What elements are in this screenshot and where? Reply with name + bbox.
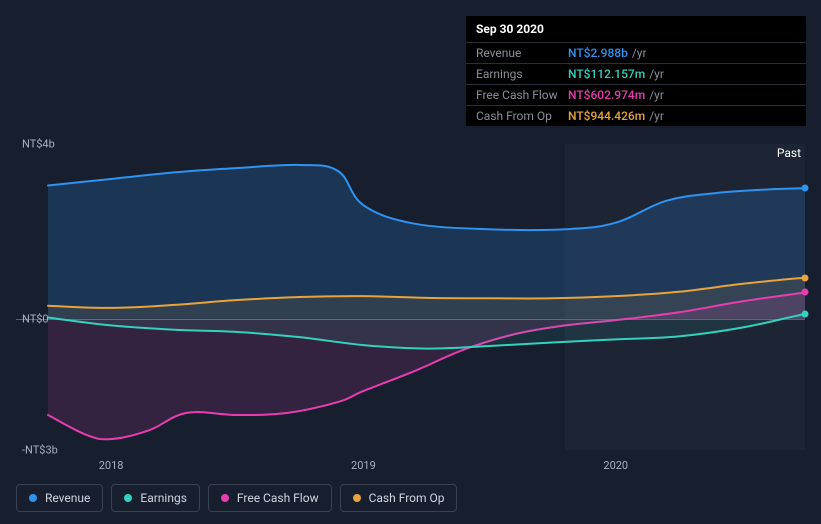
tooltip-unit: /yr — [649, 88, 664, 102]
tooltip-row-revenue: Revenue NT$2.988b /yr — [466, 42, 806, 63]
legend-item-earnings[interactable]: Earnings — [111, 484, 200, 512]
tooltip-label: Revenue — [476, 46, 568, 60]
series-end-dot — [802, 310, 809, 317]
legend-label: Earnings — [140, 491, 187, 505]
chart-legend: Revenue Earnings Free Cash Flow Cash Fro… — [16, 484, 457, 512]
tooltip-row-fcf: Free Cash Flow NT$602.974m /yr — [466, 84, 806, 105]
x-axis-label: 2020 — [603, 459, 628, 472]
tooltip-unit: /yr — [632, 46, 647, 60]
y-axis-label: -NT$3b — [22, 444, 58, 457]
legend-dot — [221, 494, 229, 502]
tooltip-row-earnings: Earnings NT$112.157m /yr — [466, 63, 806, 84]
tooltip-value: NT$2.988b — [568, 46, 628, 60]
y-axis-label: NT$4b — [22, 138, 55, 151]
y-axis-label: NT$0 — [22, 312, 49, 325]
legend-dot — [124, 494, 132, 502]
tooltip-value: NT$112.157m — [568, 67, 645, 81]
chart-container: Sep 30 2020 Revenue NT$2.988b /yr Earnin… — [0, 0, 821, 524]
chart-area[interactable]: Past NT$4b NT$0 -NT$3b 2018 2019 2020 — [16, 120, 805, 474]
tooltip-unit: /yr — [649, 67, 664, 81]
x-axis-label: 2019 — [351, 459, 376, 472]
series-end-dot — [802, 289, 809, 296]
legend-label: Revenue — [45, 491, 90, 505]
legend-item-fcf[interactable]: Free Cash Flow — [208, 484, 332, 512]
series-end-dot — [802, 274, 809, 281]
legend-item-cfo[interactable]: Cash From Op — [340, 484, 458, 512]
past-label: Past — [777, 146, 801, 160]
legend-item-revenue[interactable]: Revenue — [16, 484, 103, 512]
legend-dot — [29, 494, 37, 502]
tooltip-label: Cash From Op — [476, 109, 568, 123]
tooltip-value: NT$944.426m — [568, 109, 645, 123]
chart-tooltip: Sep 30 2020 Revenue NT$2.988b /yr Earnin… — [466, 16, 806, 126]
plot-region[interactable] — [16, 144, 805, 450]
tooltip-date: Sep 30 2020 — [466, 16, 806, 42]
legend-label: Free Cash Flow — [237, 491, 319, 505]
tooltip-label: Free Cash Flow — [476, 88, 568, 102]
legend-dot — [353, 494, 361, 502]
tooltip-unit: /yr — [649, 109, 664, 123]
x-axis-label: 2018 — [99, 459, 124, 472]
series-end-dot — [802, 185, 809, 192]
tooltip-label: Earnings — [476, 67, 568, 81]
tooltip-row-cfo: Cash From Op NT$944.426m /yr — [466, 105, 806, 126]
legend-label: Cash From Op — [369, 491, 445, 505]
tooltip-value: NT$602.974m — [568, 88, 645, 102]
